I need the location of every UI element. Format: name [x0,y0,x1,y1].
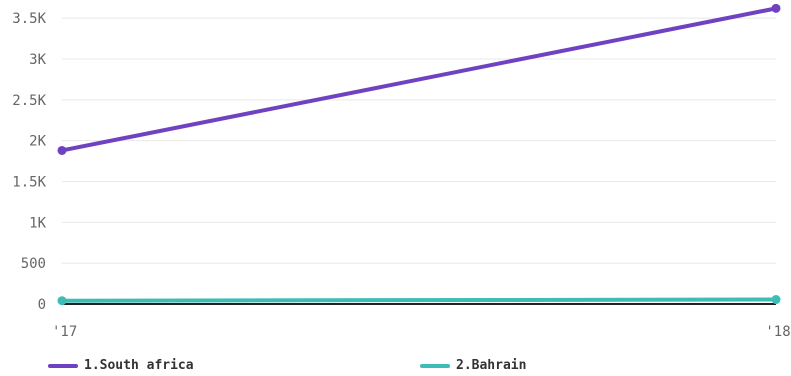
series-line-2[interactable] [60,297,778,303]
series-layer [57,3,781,306]
legend-label-bahrain: 2.Bahrain [456,358,527,373]
y-tick-label: 0 [38,297,46,313]
data-point[interactable] [771,295,781,305]
y-tick-label: 2.5K [12,93,46,109]
legend-label-south-africa: 1.South africa [84,358,194,373]
y-tick-label: 2K [29,134,46,150]
legend-item-south-africa[interactable]: 1.South africa [48,356,194,376]
x-axis: '17 '18 [52,324,791,340]
data-point[interactable] [771,3,781,13]
legend-swatch-south-africa [48,364,78,368]
grid-layer [62,17,776,305]
data-point[interactable] [57,145,67,155]
y-tick-label: 3K [29,52,46,68]
x-tick-label: '18 [765,324,790,340]
y-axis: 0 500 1K 1.5K 2K 2.5K 3K 3.5K [12,11,46,313]
y-tick-label: 500 [21,256,46,272]
line-chart: 0 500 1K 1.5K 2K 2.5K 3K 3.5K '17 '18 [12,3,791,340]
y-tick-label: 1.5K [12,175,46,191]
data-point[interactable] [57,296,67,306]
legend: 1.South africa 2.Bahrain [0,356,791,376]
series-line-1[interactable] [60,6,778,153]
y-tick-label: 3.5K [12,11,46,27]
legend-swatch-bahrain [420,364,450,368]
legend-item-bahrain[interactable]: 2.Bahrain [420,356,526,376]
y-tick-label: 1K [29,215,46,231]
x-tick-label: '17 [52,324,77,340]
